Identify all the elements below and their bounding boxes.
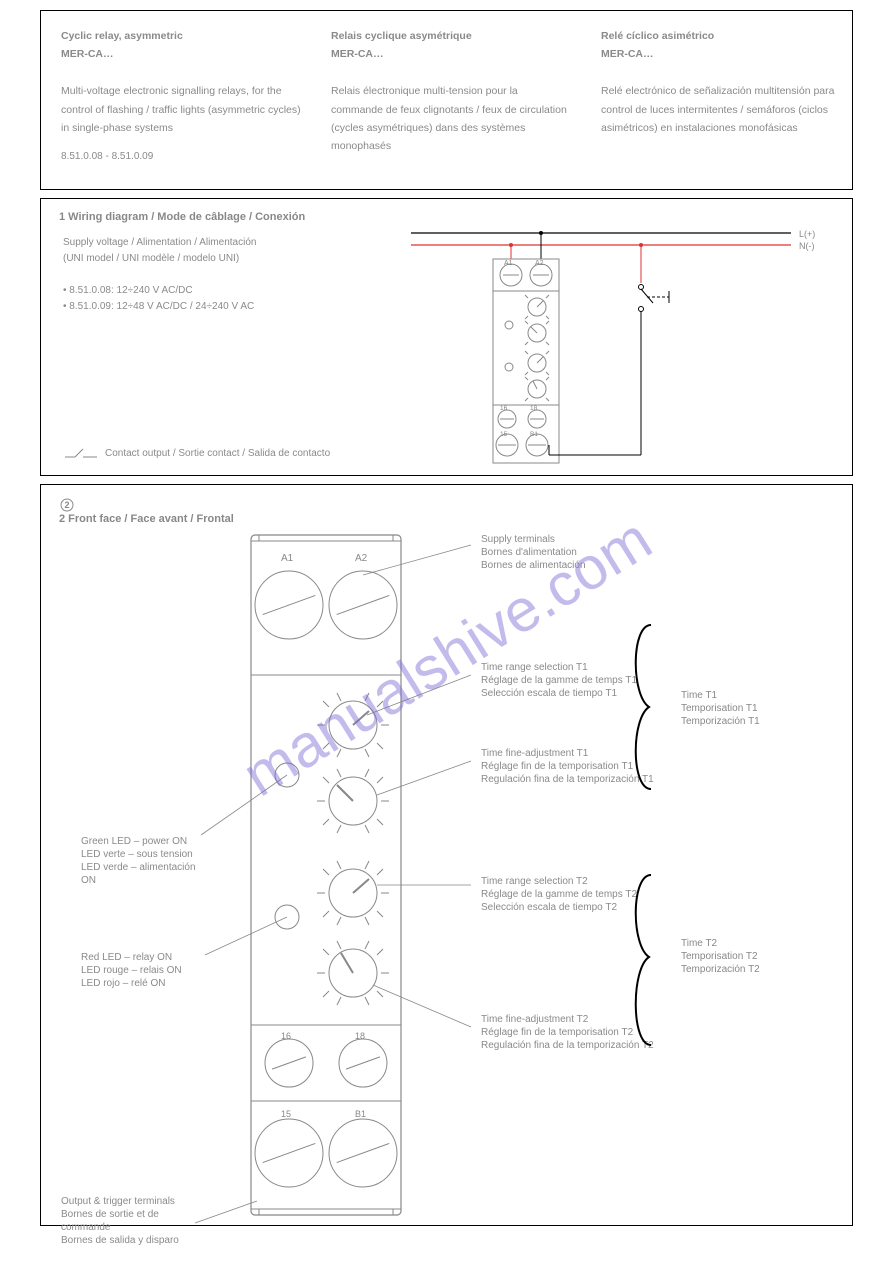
voltage-label: Supply voltage / Alimentation / Alimenta…	[63, 237, 256, 248]
svg-text:16: 16	[500, 405, 508, 412]
desc-english: Multi-voltage electronic signalling rela…	[61, 85, 301, 134]
header-box: Cyclic relay, asymmetric MER-CA… Multi-v…	[40, 10, 853, 190]
brace-label-t2: Time T2Temporisation T2Temporización T2	[681, 937, 760, 976]
svg-text:2: 2	[64, 500, 69, 510]
desc-french: Relais électronique multi-tension pour l…	[331, 85, 567, 152]
dials-group	[275, 693, 389, 1005]
callout-supply: Supply terminalsBornes d'alimentationBor…	[481, 533, 586, 572]
title-french: Relais cyclique asymétrique	[331, 30, 472, 42]
callout-fine-t2: Time fine-adjustment T2Réglage fin de la…	[481, 1013, 654, 1052]
svg-text:16: 16	[281, 1031, 291, 1041]
title-col-fr: Relais cyclique asymétrique MER-CA… Rela…	[331, 27, 571, 156]
svg-text:A2: A2	[355, 553, 368, 564]
voltage-081: • 8.51.0.09: 12÷48 V AC/DC / 24÷240 V AC	[63, 301, 254, 312]
wiring-box: 1 Wiring diagram / Mode de câblage / Con…	[40, 198, 853, 476]
svg-text:A1: A1	[504, 260, 513, 267]
title-spanish: Relé cíclico asimétrico	[601, 30, 714, 42]
voltage-080: • 8.51.0.08: 12÷240 V AC/DC	[63, 285, 193, 296]
label-L: L(+)	[799, 229, 815, 239]
voltage-note: (UNI model / UNI modèle / modelo UNI)	[63, 253, 239, 264]
svg-text:B1: B1	[530, 431, 538, 438]
wiring-diagram: L(+) N(-) A1 A2	[411, 215, 841, 471]
svg-text:A1: A1	[281, 553, 294, 564]
contact-symbol-icon	[63, 445, 99, 461]
brace-label-t1: Time T1Temporisation T1Temporización T1	[681, 689, 760, 728]
title-english: Cyclic relay, asymmetric	[61, 30, 183, 42]
svg-text:18: 18	[530, 405, 538, 412]
front-section-title: 2 2 Front face / Face avant / Frontal	[59, 497, 234, 525]
svg-text:18: 18	[355, 1031, 365, 1041]
desc-spanish: Relé electrónico de señalización multite…	[601, 85, 834, 134]
front-face-box: 2 2 Front face / Face avant / Frontal A1…	[40, 484, 853, 1226]
callout-red-led: Red LED – relay ONLED rouge – relais ONL…	[81, 951, 201, 990]
callout-fine-t1: Time fine-adjustment T1Réglage fin de la…	[481, 747, 654, 786]
svg-text:15: 15	[281, 1109, 291, 1119]
wiring-footnote: Contact output / Sortie contact / Salida…	[63, 445, 330, 461]
callout-output: Output & trigger terminalsBornes de sort…	[61, 1195, 211, 1247]
part-numbers: 8.51.0.08 - 8.51.0.09	[61, 151, 153, 162]
callout-range-t2: Time range selection T2Réglage de la gam…	[481, 875, 637, 914]
section-number-icon: 2	[59, 497, 75, 513]
wiring-voltage-text: Supply voltage / Alimentation / Alimenta…	[63, 235, 333, 315]
svg-text:B1: B1	[355, 1109, 366, 1119]
title-col-en: Cyclic relay, asymmetric MER-CA… Multi-v…	[61, 27, 301, 137]
callout-green-led: Green LED – power ONLED verte – sous ten…	[81, 835, 201, 887]
label-N: N(-)	[799, 241, 815, 251]
svg-text:15: 15	[500, 431, 508, 438]
wiring-section-title: 1 Wiring diagram / Mode de câblage / Con…	[59, 211, 305, 223]
svg-text:A2: A2	[535, 260, 544, 267]
callout-range-t1: Time range selection T1Réglage de la gam…	[481, 661, 637, 700]
title-series: MER-CA…	[61, 48, 114, 60]
device-mini: A1 A2	[493, 259, 559, 463]
footnote-text: Contact output / Sortie contact / Salida…	[105, 448, 330, 459]
title-col-es: Relé cíclico asimétrico MER-CA… Relé ele…	[601, 27, 841, 137]
